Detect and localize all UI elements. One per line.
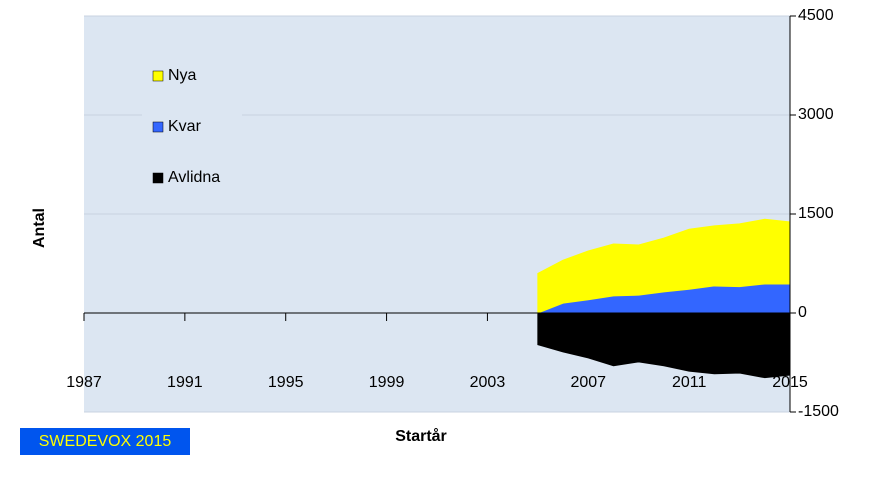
legend-label: Avlidna bbox=[168, 169, 220, 186]
x-tick-label: 2015 bbox=[772, 374, 808, 391]
legend-label: Nya bbox=[168, 67, 197, 84]
x-tick-label: 1991 bbox=[167, 374, 203, 391]
x-tick-label: 1987 bbox=[66, 374, 102, 391]
legend-swatch bbox=[152, 121, 164, 133]
legend-swatch bbox=[152, 172, 164, 184]
x-axis-title: Startår bbox=[395, 427, 447, 445]
x-tick-label: 2003 bbox=[470, 374, 506, 391]
x-tick-label: 2011 bbox=[672, 374, 707, 391]
x-tick-label: 2007 bbox=[570, 374, 606, 391]
x-tick-label: 1995 bbox=[268, 374, 304, 391]
y-tick-label: 1500 bbox=[798, 205, 834, 222]
legend-label: Kvar bbox=[168, 118, 202, 135]
x-tick-label: 1999 bbox=[369, 374, 405, 391]
legend-swatch bbox=[152, 70, 164, 82]
y-tick-label: 0 bbox=[798, 304, 807, 321]
watermark-box bbox=[20, 428, 190, 455]
y-tick-label: 3000 bbox=[798, 106, 834, 123]
watermark: SWEDEVOX 2015 bbox=[39, 433, 172, 450]
y-axis-title: Antal bbox=[31, 208, 48, 248]
y-tick-label: -1500 bbox=[798, 403, 839, 420]
y-tick-label: 4500 bbox=[798, 7, 834, 24]
